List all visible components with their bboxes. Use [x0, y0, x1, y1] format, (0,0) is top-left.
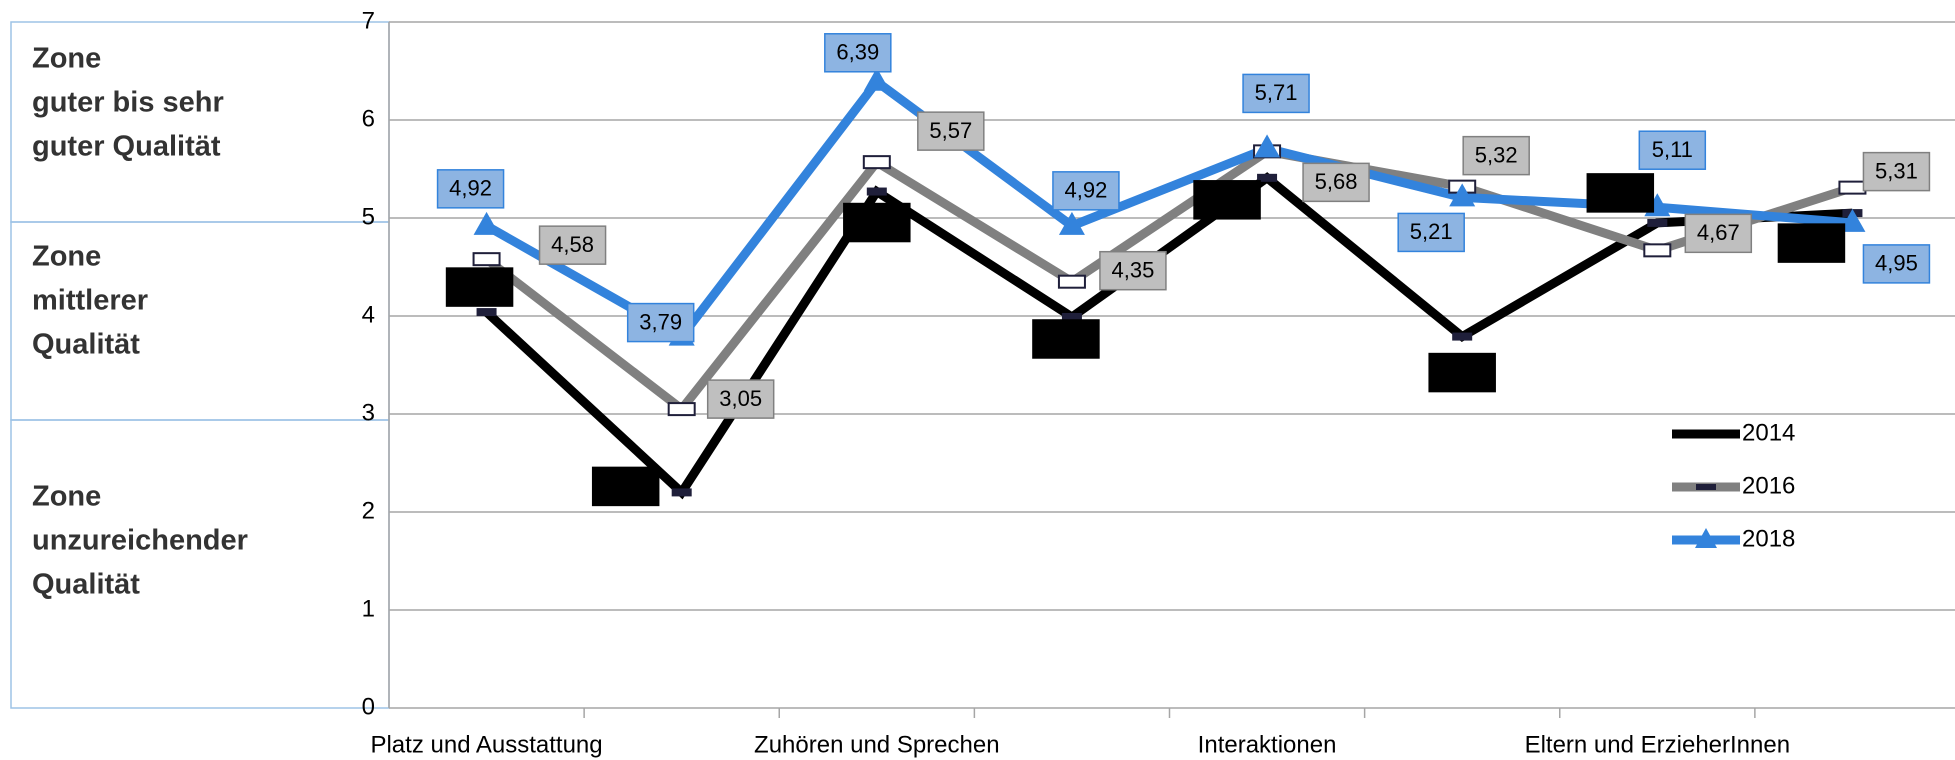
value-label-box	[436, 169, 505, 209]
legend-label: 2016	[1742, 472, 1795, 499]
zone-label: mittlerer	[32, 285, 148, 317]
value-label: 3,79	[639, 309, 682, 334]
zone-label: guter bis sehr	[32, 87, 224, 119]
y-tick-label: 6	[362, 105, 375, 132]
value-label: 2,20	[604, 473, 647, 498]
value-label: 4,67	[1697, 220, 1740, 245]
value-label: 4,04	[458, 274, 502, 299]
marker	[1058, 211, 1085, 235]
value-label-box	[706, 379, 775, 419]
value-label: 5,41	[1206, 187, 1249, 212]
value-label-box	[1099, 250, 1167, 291]
value-label: 5,27	[855, 209, 898, 234]
value-label: 6,39	[836, 40, 879, 65]
zone-label: Zone	[32, 481, 101, 513]
marker	[473, 211, 500, 235]
value-label-box	[1428, 352, 1496, 393]
x-tick-label: Zuhören und Sprechen	[754, 731, 1000, 758]
x-tick-label: Platz und Ausstattung	[370, 731, 602, 758]
value-label: 3,99	[1045, 326, 1088, 351]
value-label: 5,32	[1475, 142, 1518, 167]
marker	[1257, 173, 1278, 182]
legend-label: 2014	[1742, 419, 1795, 446]
value-label: 4,92	[1065, 178, 1108, 203]
value-label-box	[1862, 244, 1931, 284]
value-label: 5,31	[1875, 158, 1918, 183]
value-label: 4,95	[1599, 180, 1642, 205]
marker	[1647, 218, 1668, 227]
value-label-box	[445, 267, 514, 307]
value-label: 4,58	[551, 232, 594, 257]
zone-label: Qualität	[32, 329, 140, 361]
value-label-box	[538, 225, 607, 265]
marker	[1452, 332, 1473, 341]
x-tick-label: Interaktionen	[1198, 731, 1337, 758]
value-label-box	[1397, 212, 1465, 253]
value-label-box	[1052, 171, 1120, 211]
value-label-box	[1193, 180, 1261, 220]
value-label: 5,21	[1410, 219, 1453, 244]
marker	[1838, 180, 1867, 195]
zone-label: unzureichender	[32, 525, 248, 557]
zone-label: guter Qualität	[32, 131, 221, 163]
value-label: 3,05	[719, 386, 762, 411]
marker	[866, 187, 887, 196]
marker	[863, 67, 890, 91]
value-label: 5,71	[1255, 80, 1298, 105]
value-label: 4,92	[449, 176, 492, 201]
value-label-box	[1586, 173, 1655, 213]
value-label-box	[1638, 130, 1707, 170]
zone-label: Zone	[32, 43, 101, 75]
line	[483, 146, 1854, 416]
marker	[1061, 312, 1082, 321]
value-label-box	[626, 302, 695, 343]
marker	[667, 402, 696, 417]
value-label-box	[1862, 151, 1931, 192]
y-tick-label: 2	[362, 497, 375, 524]
value-label-box	[1302, 162, 1370, 203]
marker	[1643, 243, 1672, 258]
value-label: 3,79	[1441, 359, 1484, 384]
zone-label: Qualität	[32, 569, 140, 601]
marker	[1254, 134, 1281, 158]
value-label: 5,05	[1790, 230, 1833, 255]
zone-box	[10, 419, 390, 709]
value-label-box	[1242, 73, 1310, 114]
y-tick-label: 0	[362, 693, 375, 720]
y-tick-label: 1	[362, 595, 375, 622]
marker	[862, 155, 891, 170]
value-label-box	[843, 202, 911, 243]
marker	[1057, 274, 1086, 289]
value-label-box	[1462, 135, 1530, 176]
value-label-box	[1684, 213, 1753, 254]
marker	[1839, 208, 1866, 232]
legend-marker	[1695, 528, 1717, 548]
y-tick-label: 7	[362, 7, 375, 34]
value-label-box	[917, 111, 985, 151]
value-label: 5,11	[1652, 137, 1693, 162]
y-tick-label: 3	[362, 399, 375, 426]
value-label-box	[824, 33, 892, 73]
value-label: 4,35	[1112, 258, 1155, 283]
value-label-box	[591, 466, 660, 507]
value-label: 5,68	[1315, 169, 1358, 194]
legend-label: 2018	[1742, 525, 1795, 552]
marker	[476, 308, 497, 317]
value-label: 4,95	[1875, 251, 1918, 276]
legend-marker	[1696, 484, 1716, 490]
value-label: 5,57	[929, 118, 972, 143]
marker	[671, 488, 692, 497]
marker	[472, 252, 501, 267]
zone-label: Zone	[32, 241, 101, 273]
value-label-box	[1032, 319, 1100, 359]
y-tick-label: 5	[362, 203, 375, 230]
y-tick-label: 4	[362, 301, 375, 328]
marker	[1449, 183, 1476, 207]
x-tick-label: Eltern und ErzieherInnen	[1525, 731, 1791, 758]
value-label-box	[1777, 223, 1846, 263]
